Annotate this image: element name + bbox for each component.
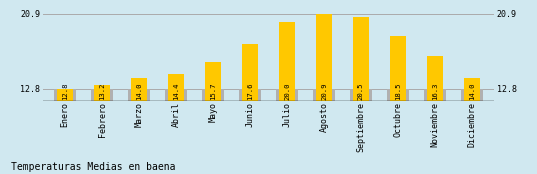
Text: 20.9: 20.9 xyxy=(321,82,327,100)
Text: 14.0: 14.0 xyxy=(469,82,475,100)
Text: 13.2: 13.2 xyxy=(99,82,105,100)
Text: 20.0: 20.0 xyxy=(284,82,290,100)
Text: Temperaturas Medias en baena: Temperaturas Medias en baena xyxy=(11,162,175,172)
Text: 18.5: 18.5 xyxy=(395,82,401,100)
Bar xyxy=(57,89,74,101)
Bar xyxy=(91,89,113,101)
Bar xyxy=(202,89,224,101)
Bar xyxy=(128,89,150,101)
Bar xyxy=(353,17,369,101)
Bar xyxy=(239,89,261,101)
Text: 15.7: 15.7 xyxy=(210,82,216,100)
Bar xyxy=(205,62,221,101)
Text: 12.8: 12.8 xyxy=(62,82,68,100)
Text: 17.6: 17.6 xyxy=(247,82,253,100)
Bar xyxy=(463,78,480,101)
Bar xyxy=(350,89,372,101)
Bar xyxy=(168,74,184,101)
Bar xyxy=(94,85,111,101)
Bar xyxy=(279,22,295,101)
Bar xyxy=(387,89,409,101)
Text: 16.3: 16.3 xyxy=(432,82,438,100)
Bar xyxy=(426,56,443,101)
Text: 20.5: 20.5 xyxy=(358,82,364,100)
Bar xyxy=(131,78,148,101)
Bar xyxy=(389,36,406,101)
Bar xyxy=(242,44,258,101)
Text: 14.0: 14.0 xyxy=(136,82,142,100)
Bar xyxy=(316,14,332,101)
Bar xyxy=(276,89,298,101)
Bar xyxy=(461,89,483,101)
Bar xyxy=(313,89,335,101)
Bar xyxy=(424,89,446,101)
Text: 14.4: 14.4 xyxy=(173,82,179,100)
Bar xyxy=(54,89,76,101)
Bar xyxy=(165,89,187,101)
